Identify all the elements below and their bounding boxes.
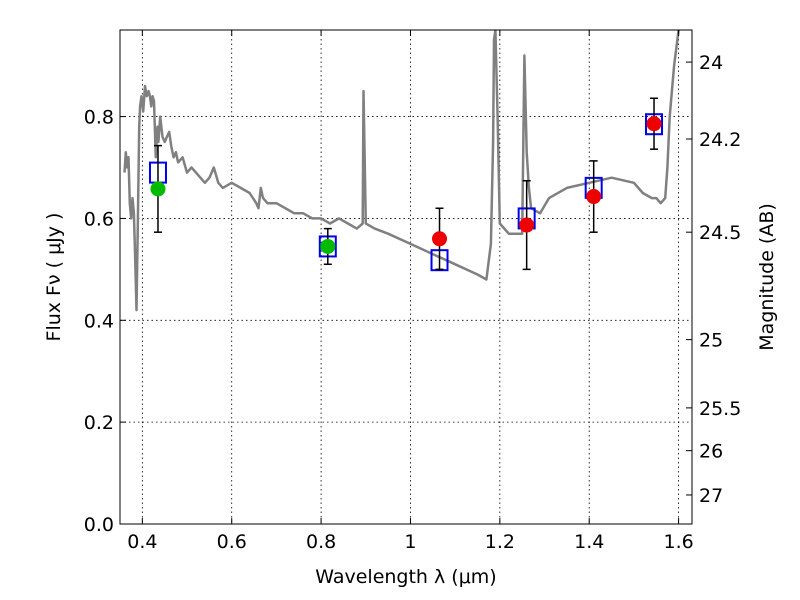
grid xyxy=(120,30,692,525)
x-tick-label: 1.4 xyxy=(574,531,604,553)
y-tick-label: 0.8 xyxy=(84,107,114,129)
right-tick-label: 24.5 xyxy=(699,222,741,244)
model-spectrum-line xyxy=(123,30,680,312)
right-tick-label: 25 xyxy=(699,330,723,352)
right-tick-label: 24 xyxy=(699,52,723,74)
observed-point xyxy=(586,189,602,205)
x-axis-title: Wavelength λ (μm) xyxy=(315,566,496,588)
right-tick-label: 25.5 xyxy=(699,398,741,420)
y-tick-label: 0.4 xyxy=(84,310,114,332)
x-tick-label: 1 xyxy=(404,531,416,553)
observed-point xyxy=(320,238,336,254)
observed-point xyxy=(150,181,166,197)
observed-point xyxy=(646,116,662,132)
y-tick-label: 0.2 xyxy=(84,412,114,434)
y-tick-label: 0.0 xyxy=(84,514,114,536)
axis-ticks: 0.4 0.6 0.8 1 1.2 1.4 1.6 0.0 0.2 0.4 0.6 0.8 24 24.2… xyxy=(84,30,741,553)
x-tick-label: 1.2 xyxy=(485,531,515,553)
observed-point xyxy=(432,231,448,247)
plot-area xyxy=(123,30,680,312)
right-tick-label: 24.2 xyxy=(699,129,741,151)
observed-point xyxy=(519,217,535,233)
right-tick-label: 26 xyxy=(699,441,723,463)
y-tick-label: 0.6 xyxy=(84,208,114,230)
plot-frame xyxy=(119,29,693,525)
x-tick-label: 0.8 xyxy=(306,531,336,553)
y-axis-title: Flux Fν ( μJy ) xyxy=(43,213,65,342)
right-axis-title: Magnitude (AB) xyxy=(756,203,778,351)
x-tick-label: 1.6 xyxy=(663,531,693,553)
right-tick-label: 27 xyxy=(699,485,723,507)
x-tick-label: 0.4 xyxy=(127,531,157,553)
x-tick-label: 0.6 xyxy=(217,531,247,553)
